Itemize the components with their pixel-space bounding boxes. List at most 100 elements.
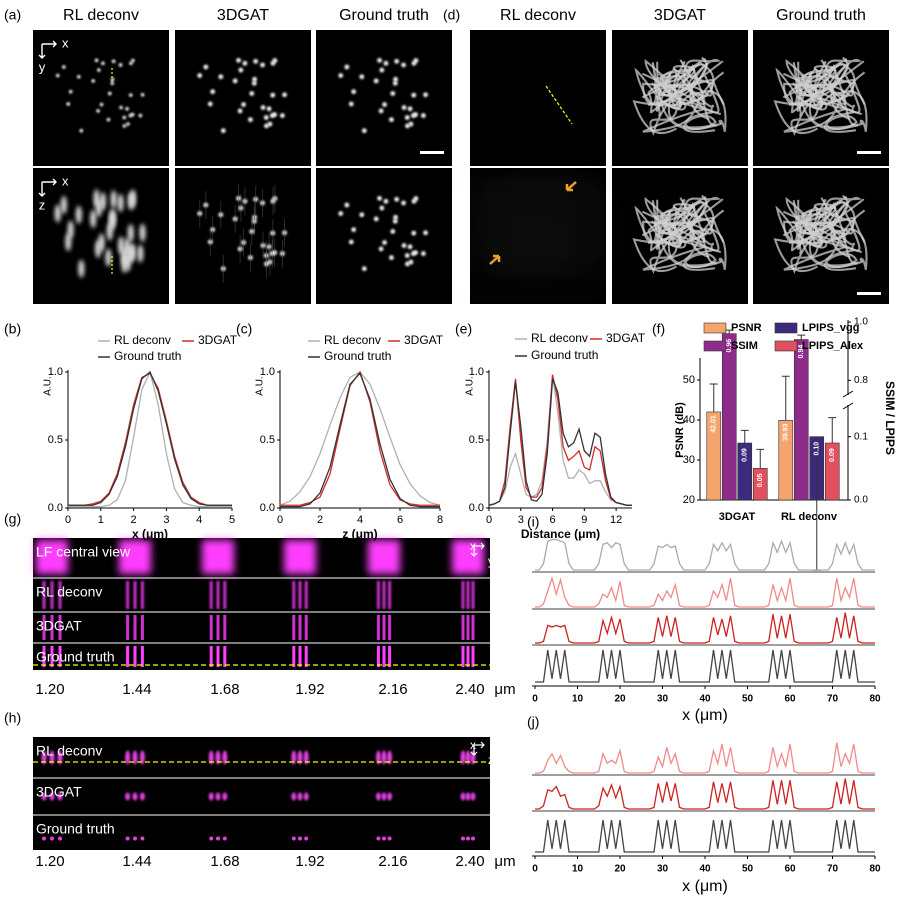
x-tick-label: 20 <box>614 694 626 705</box>
bead <box>382 102 387 107</box>
x-tick-label: 8 <box>437 514 443 526</box>
x-tick-label: 4 <box>357 514 363 526</box>
spot <box>382 836 386 841</box>
bead <box>378 108 384 114</box>
bar <box>721 333 737 501</box>
spot <box>215 792 221 801</box>
y-tick-label: 30 <box>683 454 695 466</box>
scale-bar <box>420 151 444 154</box>
bead <box>392 80 398 86</box>
bead <box>122 115 127 120</box>
bead <box>377 57 382 63</box>
tube <box>814 196 862 259</box>
bead <box>394 58 400 64</box>
value-label: 0.09 <box>829 448 836 462</box>
bead <box>359 212 365 218</box>
stripe <box>58 646 62 667</box>
category-label: RL deconv <box>781 511 838 523</box>
bead <box>131 58 135 63</box>
row-label: RL deconv <box>36 584 102 600</box>
axis-arrow <box>470 741 485 756</box>
bead <box>122 124 127 128</box>
y-tick-label: 20 <box>683 494 695 506</box>
bead <box>106 222 113 241</box>
stripe <box>140 581 144 609</box>
scale-label: 1.44 <box>122 853 151 870</box>
stripe <box>382 646 386 667</box>
stripe <box>42 581 46 609</box>
x-tick-label: 0 <box>277 514 283 526</box>
bead <box>383 198 389 204</box>
bead <box>266 106 272 112</box>
bead <box>207 101 213 107</box>
axis-letter: y <box>488 554 494 568</box>
row-label: LF central view <box>36 544 131 560</box>
bead <box>79 128 84 133</box>
bead <box>361 266 367 272</box>
x-axis-label: Distance (μm) <box>521 527 600 541</box>
y-tick-label: 0.0 <box>48 502 63 514</box>
spot <box>41 750 47 765</box>
category-label: 3DGAT <box>719 511 756 523</box>
stripe <box>140 615 144 640</box>
bead <box>119 105 123 110</box>
row-label: RL deconv <box>36 743 102 759</box>
axis-break <box>842 390 854 410</box>
bead <box>127 224 134 243</box>
axis-letter: z <box>488 753 494 767</box>
bead <box>392 218 398 224</box>
tube <box>530 194 583 260</box>
stripe <box>376 646 380 667</box>
spot <box>387 750 393 765</box>
spot <box>49 750 55 765</box>
spot <box>381 750 387 765</box>
y-tick-label: 0.5 <box>260 434 275 446</box>
stripe <box>209 646 213 667</box>
bead <box>351 227 357 233</box>
bead <box>263 115 269 120</box>
bead <box>97 68 101 72</box>
y-tick-label: 1.0 <box>48 366 63 378</box>
axis-letter: x <box>62 173 69 188</box>
x-axis-label: z (μm) <box>342 527 377 541</box>
spot <box>215 750 221 765</box>
x-tick-label: 2 <box>317 514 323 526</box>
tube <box>676 211 717 271</box>
bead <box>238 67 244 73</box>
lf-blob <box>284 540 316 574</box>
stripe <box>376 615 380 640</box>
spot <box>209 836 214 841</box>
arrow <box>565 181 577 192</box>
spot <box>125 792 131 801</box>
stripe <box>133 615 137 640</box>
y-tick-label: 40 <box>683 414 695 426</box>
series-line <box>280 372 440 508</box>
panel-label: (d) <box>443 7 460 23</box>
x-axis-label: x (μm) <box>132 527 168 541</box>
error-bar <box>828 417 837 443</box>
bead <box>110 81 115 86</box>
bead <box>413 196 419 201</box>
bead <box>410 113 416 118</box>
bead <box>270 92 276 98</box>
stripe <box>58 615 62 640</box>
spot <box>303 792 309 801</box>
series-line <box>68 372 232 506</box>
stripe <box>304 581 308 609</box>
scale-label: 1.92 <box>295 681 324 698</box>
bead <box>248 117 253 123</box>
stripe <box>126 646 130 667</box>
bead <box>121 254 128 273</box>
stripe <box>466 615 470 640</box>
y2-tick-label: 0.8 <box>854 375 868 386</box>
stripe <box>42 615 46 640</box>
column-header: 3DGAT <box>217 7 269 24</box>
bead <box>394 196 400 202</box>
spot <box>216 836 220 841</box>
bead <box>99 102 104 107</box>
stripe <box>223 646 227 667</box>
spot <box>460 750 466 765</box>
y-axis-label: A.U. <box>465 376 476 395</box>
stripe <box>58 581 62 609</box>
bead <box>410 251 416 256</box>
